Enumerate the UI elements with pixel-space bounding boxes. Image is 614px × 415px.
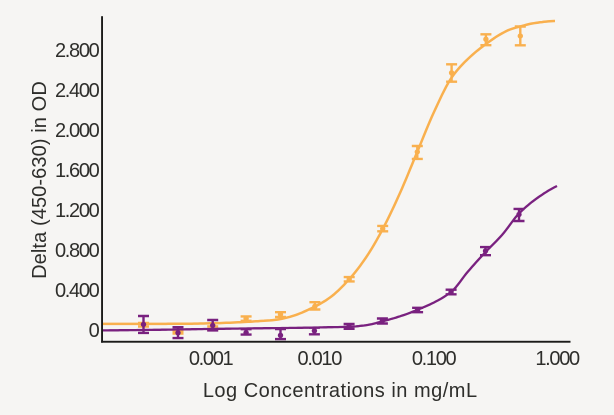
svg-text:0.800: 0.800 xyxy=(55,240,100,262)
svg-text:1.600: 1.600 xyxy=(55,160,100,182)
svg-text:0.100: 0.100 xyxy=(412,348,457,370)
svg-text:1.000: 1.000 xyxy=(535,348,580,370)
svg-text:2.800: 2.800 xyxy=(55,40,100,62)
svg-text:0: 0 xyxy=(89,320,100,342)
svg-text:0.010: 0.010 xyxy=(298,348,343,370)
svg-text:Log Concentrations in mg/mL: Log Concentrations in mg/mL xyxy=(203,380,478,402)
svg-text:2.400: 2.400 xyxy=(55,80,100,102)
svg-text:0.400: 0.400 xyxy=(55,280,100,302)
svg-text:1.200: 1.200 xyxy=(55,200,100,222)
svg-text:2.000: 2.000 xyxy=(55,120,100,142)
svg-text:Delta (450-630) in OD: Delta (450-630) in OD xyxy=(29,81,51,279)
svg-text:0.001: 0.001 xyxy=(189,348,234,370)
